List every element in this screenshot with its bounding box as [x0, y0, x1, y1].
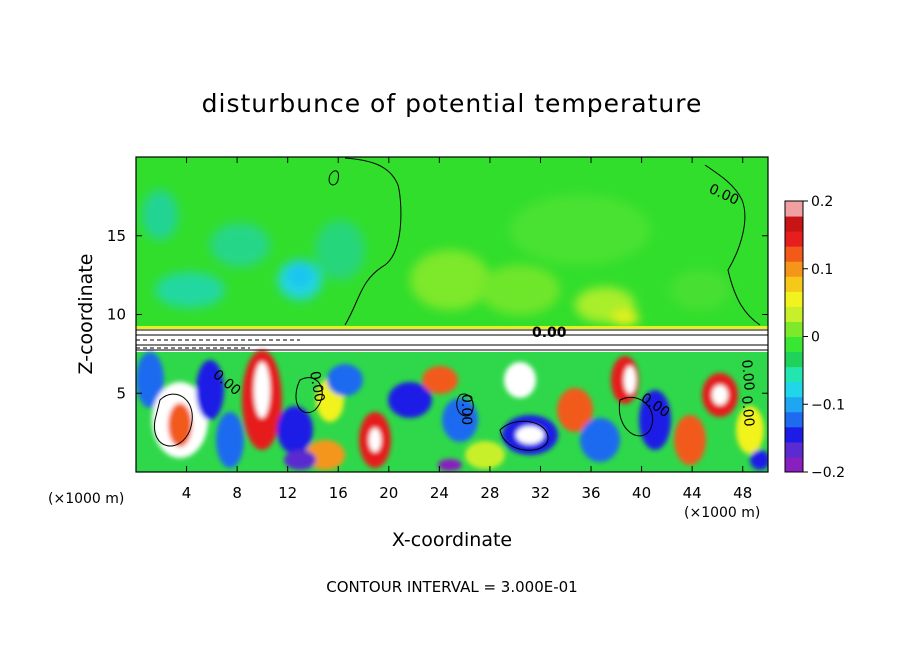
- colorbar-swatch: [785, 426, 803, 443]
- colorbar-swatch: [785, 351, 803, 368]
- x-tick-label: 24: [430, 484, 449, 502]
- colorbar-swatch: [785, 291, 803, 307]
- y-axis: 5 10 15: [107, 227, 768, 402]
- inversion-top-strip: [136, 326, 768, 329]
- colorbar-swatch: [785, 381, 803, 398]
- contour-lower-eddies: [153, 377, 654, 451]
- x-tick-label: 4: [182, 484, 192, 502]
- x-tick-label: 48: [733, 484, 752, 502]
- colorbar-swatch: [785, 261, 803, 277]
- colorbar-swatch: [785, 246, 803, 262]
- colorbar-tick-label: 0.2: [811, 194, 833, 210]
- lower-layer-eddies: [136, 350, 768, 471]
- colorbar-swatch: [785, 306, 803, 322]
- y-tick-label: 5: [116, 384, 126, 402]
- x-unit-left: (×1000 m): [48, 491, 124, 507]
- colorbar-tick-label: 0: [811, 330, 820, 346]
- colorbar-swatch: [785, 276, 803, 292]
- colorbar-tick-label: −0.1: [811, 397, 845, 413]
- x-unit-right: (×1000 m): [684, 505, 760, 521]
- x-tick-label: 36: [581, 484, 600, 502]
- colorbar-swatch: [785, 366, 803, 383]
- colorbar-swatch: [785, 201, 803, 217]
- x-tick-label: 20: [379, 484, 398, 502]
- colorbar-swatch: [785, 336, 803, 353]
- colorbar-swatch: [785, 441, 803, 458]
- contour-label: 0.00: [738, 359, 757, 391]
- x-tick-label: 44: [683, 484, 702, 502]
- contour-label: 0.00: [738, 395, 757, 427]
- colorbar-swatch: [785, 456, 803, 473]
- x-tick-label: 32: [531, 484, 550, 502]
- colorbar-tick-label: 0.1: [811, 262, 833, 278]
- x-tick-label: 40: [632, 484, 651, 502]
- contour-inversion-top: [136, 329, 768, 351]
- chart-title: disturbunce of potential temperature: [202, 89, 703, 118]
- x-axis-label: X-coordinate: [392, 529, 512, 551]
- colorbar-swatch: [785, 321, 803, 337]
- colorbar-swatch: [785, 411, 803, 428]
- colorbar: 0.2 0.1 0 −0.1 −0.2: [784, 194, 845, 481]
- colorbar-swatch: [785, 216, 803, 232]
- x-tick-label: 16: [329, 484, 348, 502]
- plot-area: [136, 157, 768, 472]
- contour-interval-note: CONTOUR INTERVAL = 3.000E-01: [326, 578, 577, 596]
- x-tick-label: 12: [278, 484, 297, 502]
- x-axis: 4 8 12 16 20 24 28 32 36 40 44 48: [182, 157, 752, 502]
- y-axis-label: Z-coordinate: [75, 254, 97, 375]
- y-tick-label: 10: [107, 306, 126, 324]
- contour-label: 0.00: [306, 370, 327, 403]
- contour-lines: [136, 157, 768, 451]
- colorbar-tick-label: −0.2: [811, 465, 845, 481]
- contour-label: 0.00: [532, 325, 567, 341]
- colorbar-swatch: [785, 396, 803, 413]
- contour-zero-upper: [328, 157, 761, 326]
- contour-inversion-dashed: [136, 339, 300, 349]
- contour-label: 0.00: [458, 394, 474, 425]
- colorbar-swatch: [785, 231, 803, 247]
- x-tick-label: 8: [232, 484, 242, 502]
- x-tick-label: 28: [480, 484, 499, 502]
- upper-layer-blobs: [142, 190, 730, 326]
- y-tick-label: 15: [107, 227, 126, 245]
